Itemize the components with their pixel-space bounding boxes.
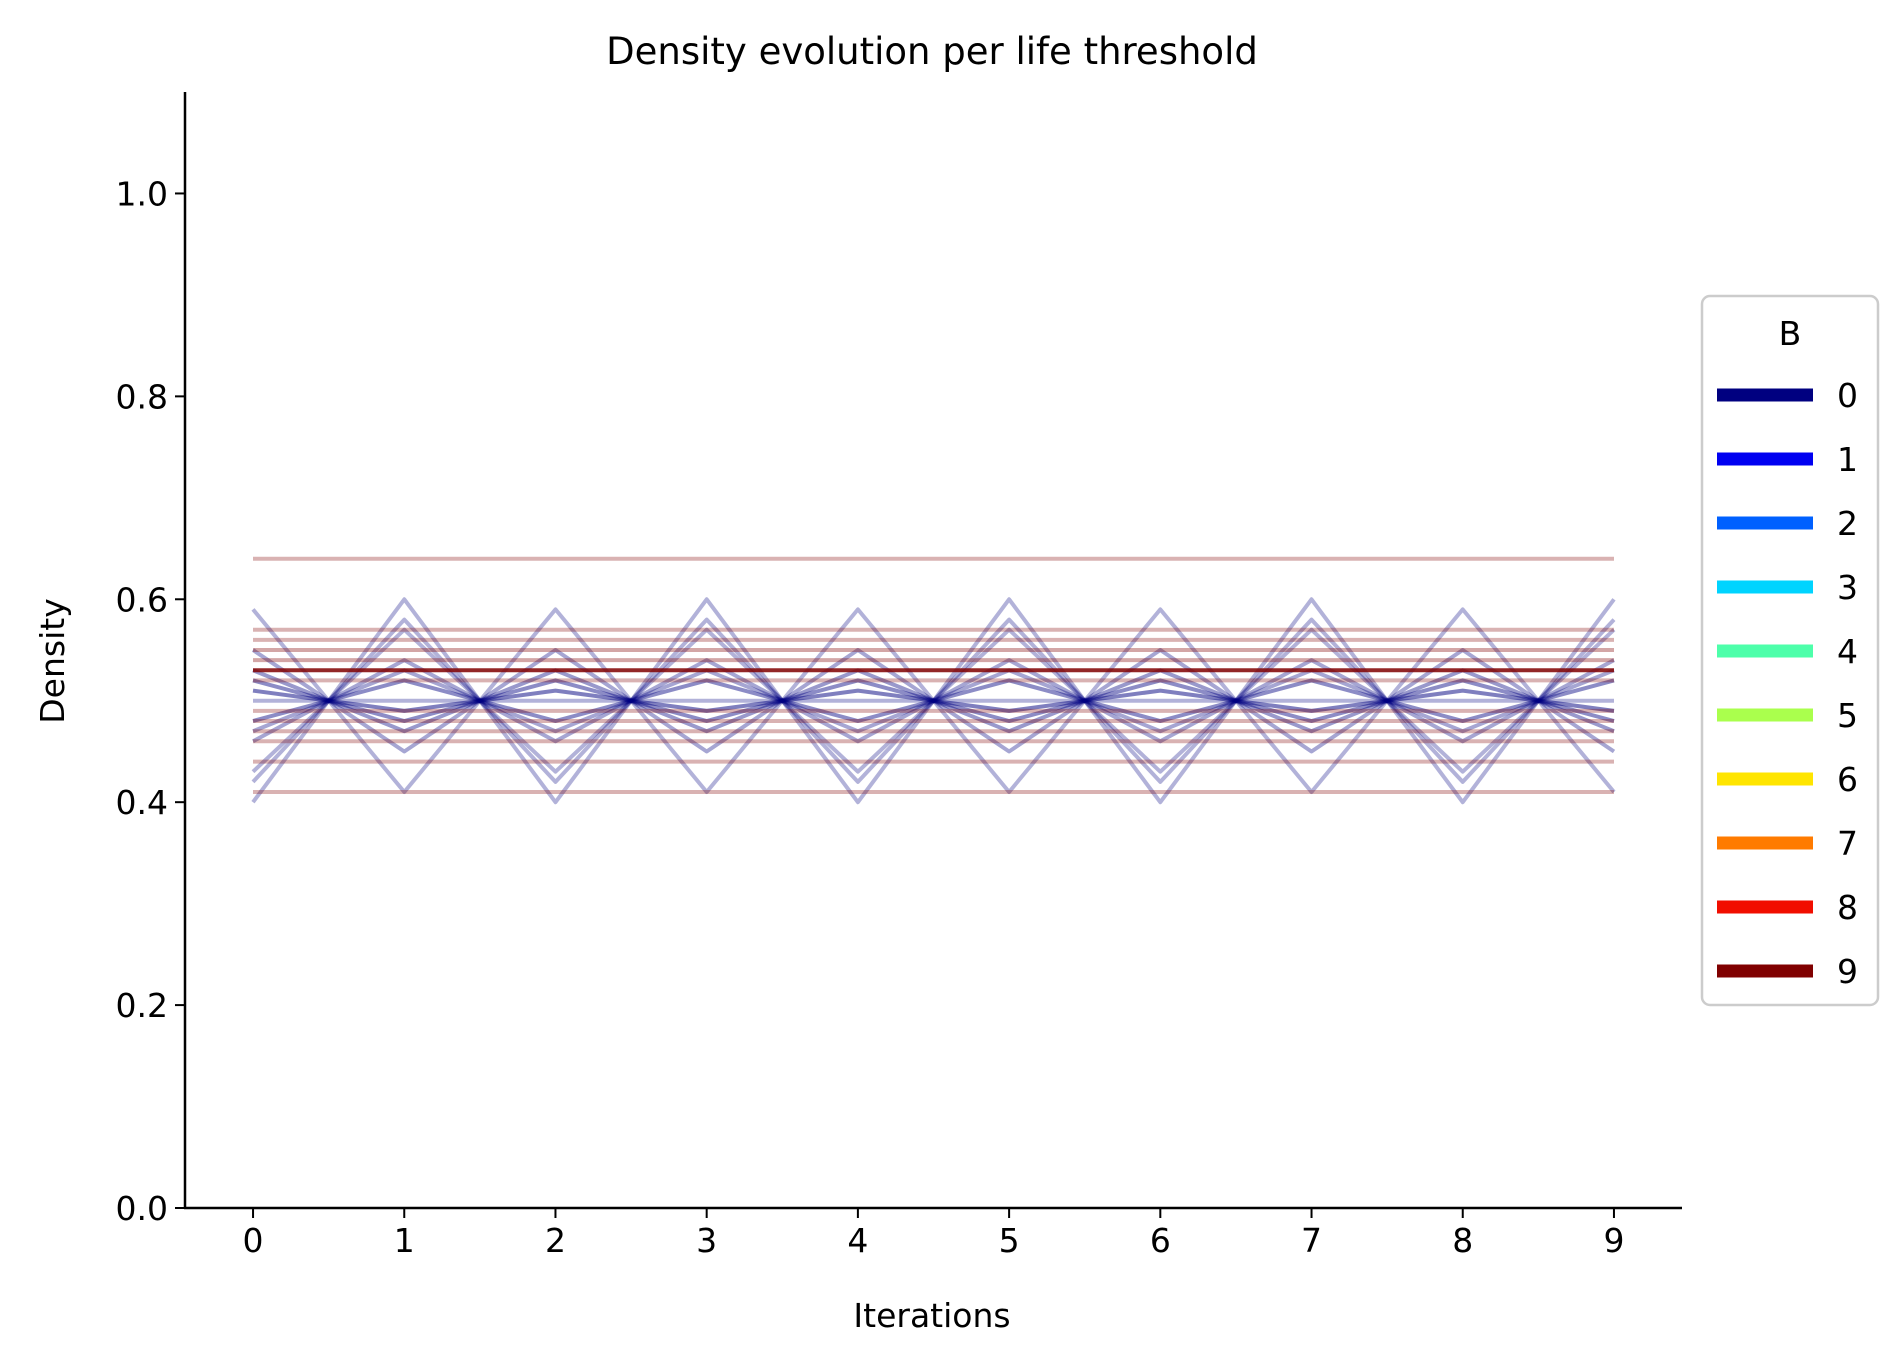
legend-label: 4 — [1837, 632, 1858, 671]
legend-title: B — [1779, 314, 1802, 353]
legend-label: 8 — [1837, 888, 1858, 927]
x-tick-label: 3 — [696, 1221, 717, 1260]
x-tick-label: 7 — [1301, 1221, 1322, 1260]
series-line — [252, 688, 1615, 713]
series-line — [252, 678, 1615, 723]
x-tick-label: 1 — [394, 1221, 415, 1260]
y-tick-label: 0.2 — [116, 986, 168, 1025]
legend-entries: 0 1 2 3 4 5 6 7 8 9 — [1717, 376, 1858, 991]
y-axis-label: Density — [33, 598, 72, 723]
x-tick-label: 4 — [847, 1221, 868, 1260]
legend-label: 5 — [1837, 696, 1858, 735]
series-line — [252, 668, 1615, 734]
y-tick-label: 1.0 — [116, 174, 168, 213]
legend-label: 7 — [1837, 824, 1858, 863]
x-tick-label: 9 — [1603, 1221, 1624, 1260]
legend: B 0 1 2 3 4 5 6 7 8 9 — [1700, 294, 1880, 1007]
axes: 0 1 2 3 4 5 6 7 8 9 0.0 0.2 0.4 0.6 0.8 1.0 — [116, 92, 1682, 1260]
x-tick-label: 2 — [545, 1221, 566, 1260]
x-tick-label: 5 — [999, 1221, 1020, 1260]
x-tick-label: 6 — [1150, 1221, 1171, 1260]
x-tick-label: 0 — [243, 1221, 264, 1260]
chart-title: Density evolution per life threshold — [606, 30, 1258, 73]
legend-label: 6 — [1837, 760, 1858, 799]
legend-label: 3 — [1837, 568, 1858, 607]
x-axis-label: Iterations — [853, 1296, 1010, 1335]
legend-label: 9 — [1837, 952, 1858, 991]
y-tick-label: 0.0 — [116, 1189, 168, 1228]
legend-label: 0 — [1837, 376, 1858, 415]
x-tick-label: 8 — [1452, 1221, 1473, 1260]
series-layer — [251, 556, 1616, 805]
legend-label: 2 — [1837, 504, 1858, 543]
y-tick-label: 0.4 — [116, 783, 168, 822]
y-tick-label: 0.6 — [116, 580, 168, 619]
legend-label: 1 — [1837, 440, 1858, 479]
y-tick-label: 0.8 — [116, 377, 168, 416]
